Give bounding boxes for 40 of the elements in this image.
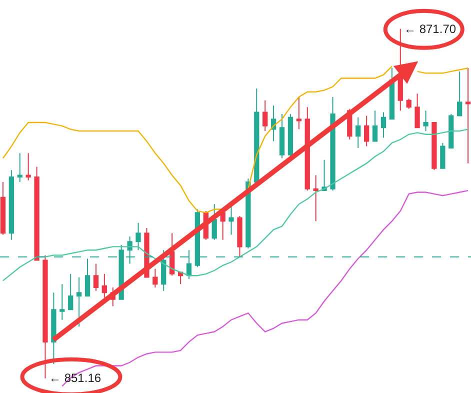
candlestick [76,276,82,328]
candlestick [465,68,471,164]
candlestick [423,110,428,132]
candlestick [330,96,336,192]
candlestick [279,113,285,159]
candlestick [93,263,99,292]
candlestick [372,110,378,142]
candlestick [448,113,454,149]
candlestick [313,174,318,222]
candlestick [457,70,462,116]
candlestick [414,93,420,128]
candlestick [380,112,386,138]
candlestick [212,204,217,240]
candlestick [152,268,158,288]
candlestick [288,113,294,159]
candlestick [228,205,234,236]
candlestick [17,152,22,183]
candlestick [51,292,56,365]
candlestick [102,273,107,298]
annotation: ← 871.70 [404,22,456,36]
candlestick [296,96,302,130]
candlestick [8,170,14,240]
candlestick [432,122,437,171]
candlestick [68,273,74,310]
candlestick [406,98,412,110]
candlestick [161,250,166,292]
candlestick [270,104,276,142]
candlestick [136,222,141,251]
candlestick [356,116,361,149]
candlestick [84,258,90,297]
candlestick [26,152,31,181]
candlestick [220,210,226,240]
candlestick [262,100,268,132]
candlestick [440,142,446,169]
candlestick [34,166,40,261]
candlestick [364,115,370,147]
candlestick [237,216,242,258]
candlestick [0,182,6,236]
candlestick [60,284,65,320]
candlestick [304,106,310,192]
